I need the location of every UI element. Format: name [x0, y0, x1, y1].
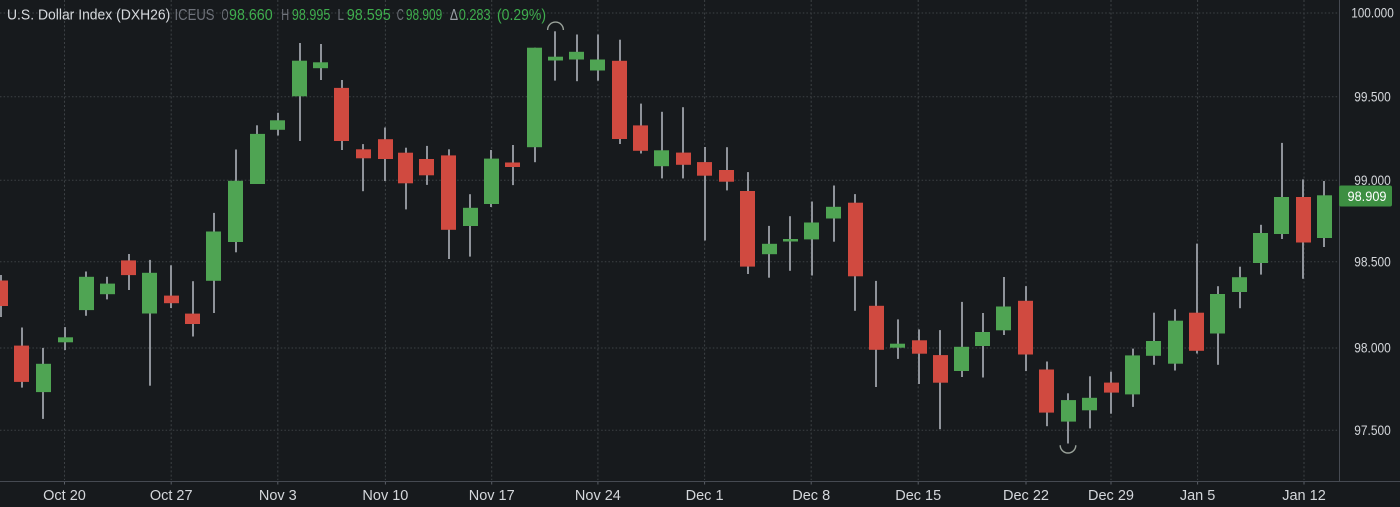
svg-text:98.909: 98.909	[406, 7, 442, 24]
svg-text:100.000: 100.000	[1351, 6, 1394, 21]
svg-text:O: O	[222, 7, 229, 24]
svg-text:97.500: 97.500	[1354, 423, 1391, 438]
svg-text:0.283: 0.283	[459, 7, 491, 24]
svg-text:(0.29%): (0.29%)	[497, 7, 546, 24]
svg-text:H: H	[281, 7, 289, 24]
svg-text:98.595: 98.595	[347, 7, 391, 24]
svg-text:Δ: Δ	[450, 7, 458, 24]
svg-text:ICEUS: ICEUS	[175, 7, 215, 24]
svg-text:Dec 8: Dec 8	[792, 488, 830, 504]
svg-text:98.000: 98.000	[1354, 341, 1391, 356]
svg-text:Dec 22: Dec 22	[1003, 488, 1049, 504]
svg-text:Oct 27: Oct 27	[150, 488, 193, 504]
svg-text:L: L	[338, 7, 345, 24]
svg-text:Nov 10: Nov 10	[362, 488, 408, 504]
svg-text:Nov 17: Nov 17	[469, 488, 515, 504]
svg-text:Oct 20: Oct 20	[43, 488, 86, 504]
svg-text:98.660: 98.660	[229, 7, 273, 24]
svg-text:Dec 15: Dec 15	[895, 488, 941, 504]
svg-text:Nov 3: Nov 3	[259, 488, 297, 504]
svg-text:Dec 29: Dec 29	[1088, 488, 1134, 504]
svg-text:98.909: 98.909	[1348, 189, 1387, 204]
svg-text:98.500: 98.500	[1354, 254, 1391, 269]
svg-text:Dec 1: Dec 1	[686, 488, 724, 504]
svg-text:99.000: 99.000	[1354, 173, 1391, 188]
svg-text:Nov 24: Nov 24	[575, 488, 621, 504]
svg-text:C: C	[397, 7, 404, 24]
svg-text:Jan 12: Jan 12	[1282, 488, 1326, 504]
svg-text:99.500: 99.500	[1354, 89, 1391, 104]
svg-text:Jan 5: Jan 5	[1180, 488, 1215, 504]
svg-text:U.S. Dollar Index (DXH26): U.S. Dollar Index (DXH26)	[7, 7, 170, 24]
svg-text:98.995: 98.995	[292, 7, 331, 24]
